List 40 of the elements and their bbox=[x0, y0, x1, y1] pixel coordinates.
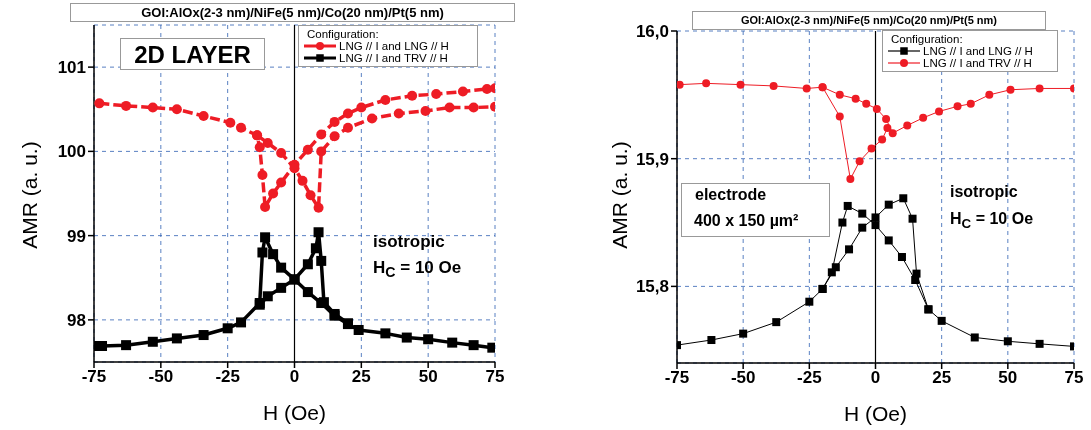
annotation: H$_{C}$ = 10 Oe bbox=[373, 258, 462, 281]
x-tick-label: 75 bbox=[485, 367, 505, 387]
legend-label: LNG // I and LNG // H bbox=[339, 40, 449, 52]
annotation: 400 x 150 µm² bbox=[694, 212, 799, 230]
x-tick-label: -50 bbox=[730, 368, 756, 388]
y-tick-label: 15,8 bbox=[635, 277, 669, 297]
legend-label: LNG // I and TRV // H bbox=[923, 57, 1032, 69]
x-tick-label: 25 bbox=[351, 367, 371, 387]
x-tick-label: -50 bbox=[148, 367, 174, 387]
x-axis-title: H (Oe) bbox=[263, 401, 326, 424]
y-tick-label: 16,0 bbox=[635, 22, 669, 42]
x-tick-label: -25 bbox=[215, 367, 240, 387]
y-tick-label: 15,9 bbox=[635, 149, 669, 169]
y-tick-label: 101 bbox=[57, 58, 86, 78]
chart-title: GOI:AlOx(2-3 nm)/NiFe(5 nm)/Co(20 nm)/Pt(5 nm) bbox=[70, 3, 515, 22]
y-tick-label: 99 bbox=[67, 226, 86, 246]
annotation: H$_{C}$ = 10 Oe bbox=[950, 210, 1034, 232]
legend-label: LNG // I and TRV // H bbox=[339, 52, 448, 64]
annotation: isotropic bbox=[950, 183, 1018, 201]
x-tick-label: 50 bbox=[998, 368, 1018, 388]
y-tick-label: 100 bbox=[57, 142, 86, 162]
x-tick-label: -25 bbox=[797, 368, 822, 388]
x-tick-label: -75 bbox=[664, 368, 690, 388]
x-tick-label: 25 bbox=[932, 368, 952, 388]
x-tick-label: -75 bbox=[81, 367, 107, 387]
x-tick-label: 0 bbox=[289, 367, 300, 387]
x-tick-label: 50 bbox=[418, 367, 438, 387]
x-tick-label: 75 bbox=[1064, 368, 1084, 388]
legend-title: Configuration: bbox=[306, 28, 380, 40]
annotation: isotropic bbox=[373, 232, 445, 252]
y-axis-title: AMR (a. u.) bbox=[18, 141, 42, 249]
x-tick-label: 0 bbox=[870, 368, 881, 388]
x-axis-title: H (Oe) bbox=[844, 402, 907, 425]
legend-label: LNG // I and LNG // H bbox=[923, 45, 1033, 57]
legend-title: Configuration: bbox=[890, 33, 964, 45]
chart-title: GOI:AlOx(2-3 nm)/NiFe(5 nm)/Co(20 nm)/Pt(5 nm) bbox=[692, 11, 1046, 30]
annotation: electrode bbox=[695, 186, 767, 203]
y-axis-title: AMR (a. u.) bbox=[608, 141, 632, 249]
annotation: 2D LAYER bbox=[120, 38, 265, 70]
y-tick-label: 98 bbox=[67, 310, 86, 330]
